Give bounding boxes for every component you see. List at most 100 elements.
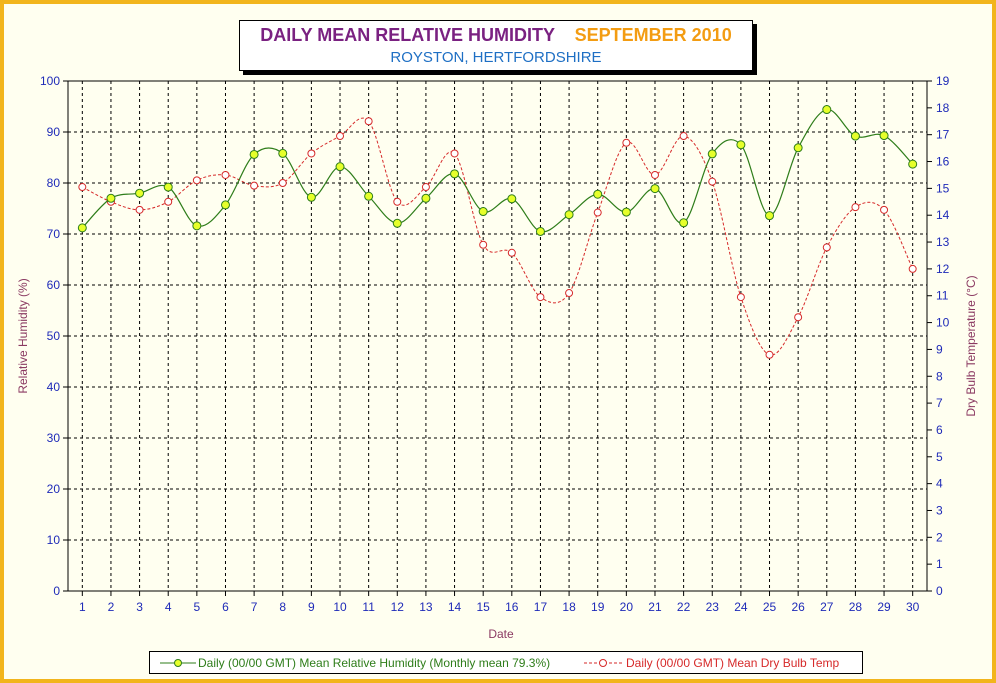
y2-tick-label: 14 (936, 208, 950, 222)
humidity-point (450, 169, 460, 179)
temp-point (421, 183, 430, 192)
y2-tick-label: 12 (936, 262, 950, 276)
x-tick-label: 11 (362, 600, 375, 614)
y2-tick-label: 10 (936, 316, 950, 330)
humidity-point (535, 226, 545, 236)
temp-point (393, 197, 402, 206)
y2-tick-label: 5 (936, 450, 943, 464)
grid-lines (68, 81, 927, 591)
temp-point (164, 197, 173, 206)
y2-tick-label: 15 (936, 181, 950, 195)
chart-subtitle: ROYSTON, HERTFORDSHIRE (390, 49, 602, 66)
temp-point (450, 149, 459, 158)
humidity-point (335, 162, 345, 172)
temp-point (192, 176, 201, 185)
temp-point (307, 149, 316, 158)
humidity-point (220, 200, 230, 210)
temp-point (221, 170, 230, 179)
y2-tick-label: 0 (936, 584, 943, 598)
temp-point (708, 177, 717, 186)
y2-tick-label: 19 (936, 74, 950, 88)
x-tick-label: 5 (194, 600, 201, 614)
x-tick-label: 4 (165, 600, 172, 614)
y2-tick-label: 9 (936, 342, 943, 356)
axis-ticks: 0102030405060708090100012345678910111213… (40, 74, 950, 614)
temp-point (622, 138, 631, 147)
humidity-point (421, 193, 431, 203)
y2-tick-label: 16 (936, 155, 950, 169)
temp-point (250, 181, 259, 190)
temp-point (908, 264, 917, 273)
humidity-point (908, 159, 918, 169)
x-tick-label: 19 (591, 600, 605, 614)
y-tick-label: 10 (47, 533, 61, 547)
x-tick-label: 25 (763, 600, 777, 614)
y2-tick-label: 1 (936, 557, 943, 571)
legend-humidity-label: Daily (00/00 GMT) Mean Relative Humidity… (198, 656, 551, 670)
humidity-point (306, 192, 316, 202)
temp-point (78, 183, 87, 192)
humidity-point (507, 194, 517, 204)
x-tick-label: 10 (333, 600, 347, 614)
y-tick-label: 70 (47, 227, 61, 241)
legend-temp-label: Daily (00/00 GMT) Mean Dry Bulb Temp (626, 656, 840, 670)
temp-point (479, 240, 488, 249)
humidity-point (163, 182, 173, 192)
humidity-point (850, 131, 860, 141)
humidity-point (106, 193, 116, 203)
temp-point (765, 350, 774, 359)
humidity-point (621, 207, 631, 217)
y-tick-label: 20 (47, 482, 61, 496)
y2-tick-label: 4 (936, 477, 943, 491)
chart-title: DAILY MEAN RELATIVE HUMIDITY SEPTEMBER 2… (240, 25, 752, 46)
humidity-point (564, 210, 574, 220)
humidity-point (879, 131, 889, 141)
x-tick-label: 14 (448, 600, 462, 614)
x-tick-label: 30 (906, 600, 920, 614)
humidity-point (135, 188, 145, 198)
x-tick-label: 28 (849, 600, 863, 614)
humidity-point (392, 218, 402, 228)
y2-tick-label: 18 (936, 101, 950, 115)
y-tick-label: 0 (53, 584, 60, 598)
humidity-point (650, 184, 660, 194)
humidity-point (707, 149, 717, 159)
temp-point (679, 132, 688, 141)
humidity-point (192, 221, 202, 231)
temp-point (565, 289, 574, 298)
temp-point (822, 243, 831, 252)
y-tick-label: 60 (47, 278, 61, 292)
x-tick-label: 9 (308, 600, 315, 614)
humidity-point (736, 140, 746, 150)
title-month: SEPTEMBER 2010 (574, 25, 732, 45)
humidity-point (765, 211, 775, 221)
humidity-point (593, 189, 603, 199)
temp-point (135, 205, 144, 214)
humidity-series-line (81, 108, 914, 233)
temp-point (851, 203, 860, 212)
x-tick-label: 3 (136, 600, 143, 614)
x-tick-label: 23 (706, 600, 720, 614)
temp-point (507, 248, 516, 257)
x-tick-label: 15 (477, 600, 491, 614)
y2-tick-label: 11 (936, 289, 949, 303)
x-axis-label: Date (488, 627, 514, 641)
x-tick-label: 2 (108, 600, 115, 614)
y2-tick-label: 17 (936, 128, 950, 142)
humidity-point (793, 143, 803, 153)
x-tick-label: 22 (677, 600, 691, 614)
humidity-point (822, 105, 832, 115)
x-tick-label: 20 (620, 600, 634, 614)
y2-tick-label: 6 (936, 423, 943, 437)
humidity-point (77, 223, 87, 233)
x-tick-label: 6 (222, 600, 229, 614)
y2-axis-label: Dry Bulb Temperature (°C) (964, 275, 978, 416)
humidity-point (478, 207, 488, 217)
legend-temp-symbol (584, 659, 622, 667)
humidity-point (364, 191, 374, 201)
x-tick-label: 27 (820, 600, 834, 614)
temp-point (650, 170, 659, 179)
x-tick-label: 16 (505, 600, 519, 614)
